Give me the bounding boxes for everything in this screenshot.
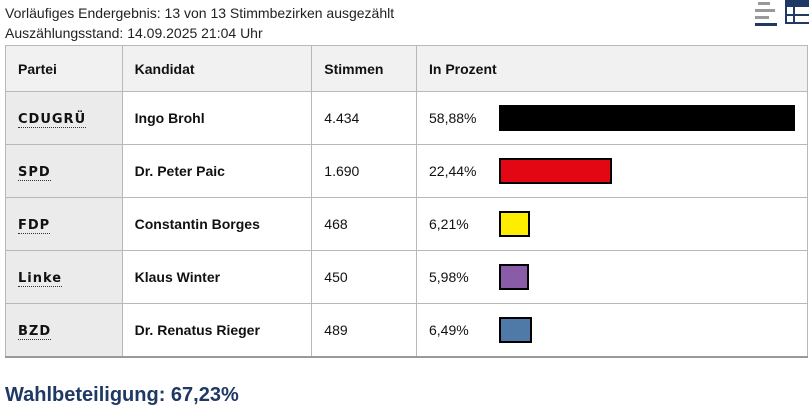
bar-chart-icon[interactable] — [753, 0, 777, 28]
votes-cell: 468 — [311, 197, 417, 251]
party-link[interactable]: Linke — [18, 270, 63, 287]
table-row: CDUGRÜ Ingo Brohl 4.434 58,88% — [5, 91, 808, 145]
status-text: Vorläufiges Endergebnis: 13 von 13 Stimm… — [5, 3, 394, 43]
table-icon[interactable] — [785, 0, 809, 28]
percent-value: 5,98% — [429, 269, 469, 285]
candidate-cell: Dr. Renatus Rieger — [121, 303, 313, 358]
party-cell: FDP — [5, 197, 123, 251]
col-header-candidate: Kandidat — [121, 45, 313, 92]
percent-bar — [499, 317, 532, 343]
candidate-cell: Ingo Brohl — [121, 91, 313, 145]
header-row: Partei Kandidat Stimmen In Prozent — [5, 45, 808, 92]
votes-cell: 489 — [311, 303, 417, 358]
table-row: SPD Dr. Peter Paic 1.690 22,44% — [5, 144, 808, 198]
party-cell: BZD — [5, 303, 123, 358]
percent-bar — [499, 264, 529, 290]
col-header-votes: Stimmen — [311, 45, 417, 92]
party-cell: SPD — [5, 144, 123, 198]
col-header-party: Partei — [5, 45, 123, 92]
percent-value: 6,49% — [429, 322, 469, 338]
votes-cell: 1.690 — [311, 144, 417, 198]
candidate-cell: Klaus Winter — [121, 250, 313, 304]
percent-cell: 5,98% — [416, 250, 808, 304]
percent-cell: 22,44% — [416, 144, 808, 198]
percent-value: 22,44% — [429, 163, 477, 179]
percent-value: 58,88% — [429, 110, 477, 126]
candidate-cell: Constantin Borges — [121, 197, 313, 251]
table-row: BZD Dr. Renatus Rieger 489 6,49% — [5, 303, 808, 358]
party-cell: CDUGRÜ — [5, 91, 123, 145]
percent-bar — [499, 105, 795, 131]
percent-cell: 6,49% — [416, 303, 808, 358]
results-table: Partei Kandidat Stimmen In Prozent CDUGR… — [5, 45, 808, 358]
candidate-cell: Dr. Peter Paic — [121, 144, 313, 198]
percent-value: 6,21% — [429, 216, 469, 232]
table-row: FDP Constantin Borges 468 6,21% — [5, 197, 808, 251]
col-header-percent: In Prozent — [416, 45, 808, 92]
votes-cell: 450 — [311, 250, 417, 304]
percent-bar — [499, 158, 612, 184]
table-row: Linke Klaus Winter 450 5,98% — [5, 250, 808, 304]
count-status: Vorläufiges Endergebnis: 13 von 13 Stimm… — [5, 5, 395, 21]
party-link[interactable]: BZD — [18, 323, 52, 340]
turnout: Wahlbeteiligung: 67,23% — [5, 384, 239, 406]
party-link[interactable]: CDUGRÜ — [18, 111, 87, 128]
party-link[interactable]: SPD — [18, 164, 51, 181]
percent-cell: 58,88% — [416, 91, 808, 145]
timestamp: Auszählungsstand: 14.09.2025 21:04 Uhr — [5, 25, 263, 41]
percent-cell: 6,21% — [416, 197, 808, 251]
view-toolbar — [753, 0, 809, 28]
party-link[interactable]: FDP — [18, 217, 51, 234]
votes-cell: 4.434 — [311, 91, 417, 145]
party-cell: Linke — [5, 250, 123, 304]
percent-bar — [499, 211, 530, 237]
